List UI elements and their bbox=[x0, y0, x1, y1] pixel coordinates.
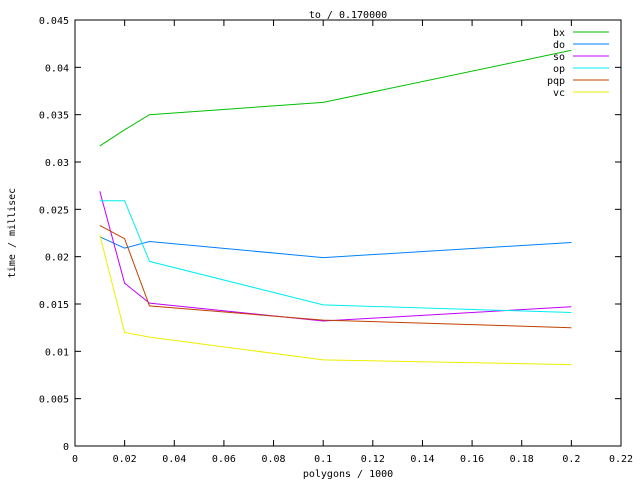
legend-label-op: op bbox=[553, 64, 565, 75]
x-tick-label: 0.22 bbox=[609, 454, 633, 465]
series-line-pqp bbox=[99, 224, 572, 329]
y-tick-label: 0.005 bbox=[39, 395, 69, 406]
y-tick-label: 0.04 bbox=[45, 63, 69, 74]
x-tick-label: 0.1 bbox=[314, 454, 332, 465]
plot-frame bbox=[74, 19, 622, 447]
y-tick-label: 0.03 bbox=[45, 158, 69, 169]
y-tick-label: 0 bbox=[63, 442, 69, 453]
x-tick-label: 0.04 bbox=[162, 454, 186, 465]
y-axis-label: time / millisec bbox=[7, 188, 18, 278]
chart-title: to / 0.170000 bbox=[309, 10, 387, 21]
y-tick-label: 0.035 bbox=[39, 111, 69, 122]
y-tick-label: 0.02 bbox=[45, 253, 69, 264]
x-tick-label: 0 bbox=[72, 454, 78, 465]
x-tick-label: 0.08 bbox=[261, 454, 285, 465]
series-line-bx bbox=[99, 49, 572, 147]
x-tick-label: 0.18 bbox=[510, 454, 534, 465]
legend-label-so: so bbox=[553, 52, 565, 63]
x-tick-label: 0.06 bbox=[212, 454, 236, 465]
legend-label-do: do bbox=[553, 40, 565, 51]
series-line-so bbox=[99, 191, 572, 322]
axes: 0 0.02 0.04 0.06 0.08 0.1 0.12 0.14 0.16 0.18 0.2 0… bbox=[39, 16, 633, 465]
legend-label-bx: bx bbox=[553, 28, 565, 39]
y-tick-label: 0.01 bbox=[45, 347, 69, 358]
x-axis-label: polygons / 1000 bbox=[303, 469, 393, 480]
series-line-op bbox=[99, 200, 572, 313]
x-tick-label: 0.16 bbox=[460, 454, 484, 465]
x-tick-label: 0.14 bbox=[410, 454, 434, 465]
legend-label-pqp: pqp bbox=[547, 76, 565, 87]
legend-label-vc: vc bbox=[553, 88, 565, 99]
x-tick-label: 0.02 bbox=[113, 454, 137, 465]
series-line-vc bbox=[99, 234, 572, 366]
series-lines bbox=[99, 49, 572, 366]
y-tick-label: 0.045 bbox=[39, 16, 69, 27]
series-line-do bbox=[99, 236, 572, 259]
y-tick-label: 0.025 bbox=[39, 205, 69, 216]
x-tick-label: 0.2 bbox=[562, 454, 580, 465]
x-tick-label: 0.12 bbox=[361, 454, 385, 465]
y-tick-label: 0.015 bbox=[39, 300, 69, 311]
